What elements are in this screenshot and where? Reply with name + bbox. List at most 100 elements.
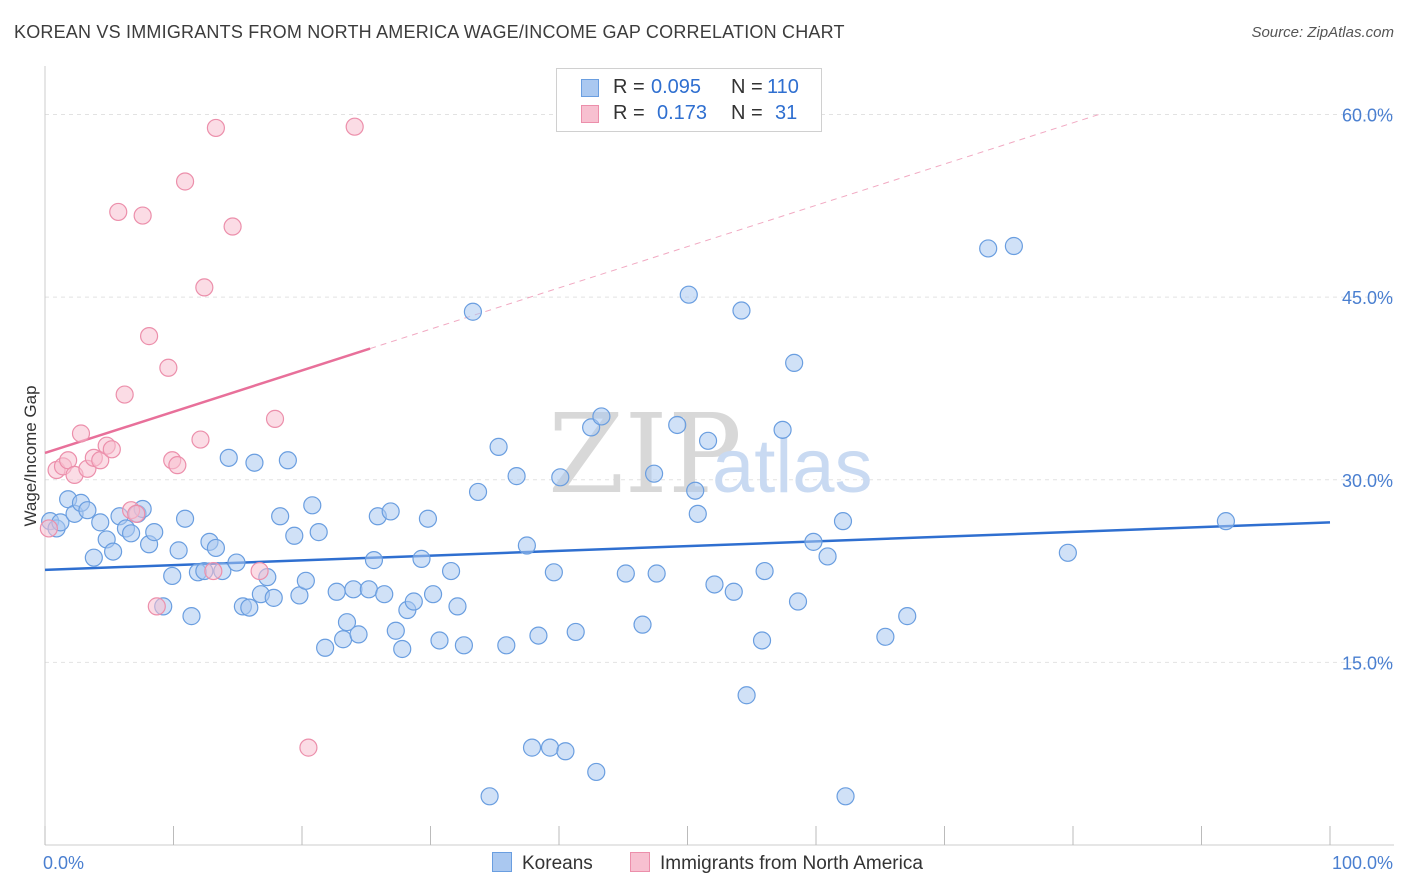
x-tick-label: 100.0% bbox=[1332, 853, 1393, 873]
bottom-koreans-swatch bbox=[492, 852, 512, 872]
immigrant-point bbox=[265, 409, 285, 428]
y-tick-label: 30.0% bbox=[1342, 471, 1393, 491]
koreans-r-label: R = bbox=[613, 76, 645, 98]
korean-point bbox=[556, 742, 575, 761]
immigrant-point bbox=[250, 561, 269, 581]
korean-point bbox=[285, 526, 304, 545]
koreans-n-value: 110 bbox=[767, 76, 799, 98]
korean-point bbox=[668, 415, 687, 435]
korean-point bbox=[724, 582, 743, 601]
korean-point bbox=[271, 507, 290, 526]
korean-point bbox=[737, 686, 756, 705]
korean-point bbox=[169, 541, 188, 560]
korean-point bbox=[393, 639, 412, 659]
bottom-legend-immigrants: Immigrants from North America bbox=[630, 852, 923, 878]
korean-point bbox=[587, 762, 606, 782]
immigrant-point bbox=[195, 278, 214, 297]
korean-point bbox=[91, 513, 110, 532]
korean-point bbox=[206, 538, 226, 558]
immigrant-point bbox=[206, 118, 226, 138]
immigrant-point bbox=[109, 202, 128, 222]
korean-point bbox=[1216, 512, 1236, 531]
korean-point bbox=[316, 638, 335, 657]
korean-point bbox=[679, 285, 698, 304]
korean-point bbox=[344, 580, 363, 599]
koreans-swatch bbox=[581, 79, 599, 97]
immigrants-r-value: 0.173 bbox=[657, 102, 708, 124]
bottom-immigrants-label: Immigrants from North America bbox=[660, 853, 923, 874]
korean-point bbox=[364, 551, 384, 570]
korean-point bbox=[296, 571, 315, 590]
korean-point bbox=[489, 437, 508, 456]
chart-title: KOREAN VS IMMIGRANTS FROM NORTH AMERICA … bbox=[14, 22, 845, 42]
immigrant-point bbox=[39, 519, 58, 538]
korean-point bbox=[468, 482, 488, 502]
korean-point bbox=[686, 481, 705, 500]
immigrant-point bbox=[191, 430, 210, 449]
korean-point bbox=[529, 626, 548, 645]
immigrants-n-value: 31 bbox=[775, 102, 798, 124]
korean-point bbox=[788, 592, 808, 611]
immigrant-point bbox=[345, 117, 364, 136]
korean-point bbox=[979, 239, 998, 258]
korean-point bbox=[497, 636, 516, 655]
korean-point bbox=[522, 738, 542, 757]
immigrant-point bbox=[127, 504, 146, 523]
immigrant-trend-line bbox=[44, 347, 371, 455]
korean-point bbox=[418, 509, 438, 528]
korean-point bbox=[836, 787, 855, 806]
korean-point bbox=[566, 622, 585, 642]
korean-point bbox=[688, 504, 707, 523]
korean-point bbox=[544, 563, 563, 582]
immigrant-point bbox=[102, 440, 121, 459]
immigrants-swatch bbox=[581, 105, 599, 123]
korean-point bbox=[463, 302, 483, 321]
korean-point bbox=[264, 588, 283, 607]
korean-point bbox=[507, 467, 526, 486]
korean-point bbox=[175, 509, 195, 528]
korean-point bbox=[84, 548, 103, 567]
koreans-n-label: N = bbox=[731, 76, 763, 98]
immigrant-point bbox=[159, 358, 178, 377]
immigrant-point bbox=[204, 561, 223, 581]
korean-point bbox=[303, 496, 322, 515]
korean-point bbox=[381, 502, 400, 521]
korean-point bbox=[386, 621, 405, 640]
korean-point bbox=[78, 501, 97, 520]
y-tick-label: 15.0% bbox=[1342, 653, 1393, 673]
korean-point bbox=[448, 597, 467, 616]
x-tick-label: 0.0% bbox=[43, 853, 84, 873]
korean-point bbox=[833, 512, 853, 531]
korean-point bbox=[278, 451, 297, 470]
correlation-legend: R = 0.095 N = 110 R = 0.173 N = 31 bbox=[556, 68, 822, 132]
immigrant-point bbox=[71, 424, 91, 443]
korean-point bbox=[240, 598, 259, 617]
korean-point bbox=[592, 407, 611, 426]
korean-point bbox=[785, 353, 804, 372]
korean-point bbox=[698, 431, 718, 450]
korean-point bbox=[732, 301, 751, 320]
korean-point bbox=[633, 615, 652, 634]
y-axis-label: Wage/Income Gap bbox=[21, 385, 40, 526]
korean-point bbox=[647, 564, 666, 583]
korean-trend-line bbox=[44, 521, 1331, 572]
korean-point bbox=[1004, 236, 1023, 256]
trend-lines bbox=[44, 114, 1331, 572]
korean-point bbox=[375, 585, 394, 604]
watermark: ZIP atlas bbox=[548, 390, 873, 518]
tick-labels: 15.0% 30.0% 45.0% 60.0% 0.0% 100.0% bbox=[43, 106, 1393, 873]
korean-point bbox=[145, 523, 164, 542]
korean-point bbox=[616, 564, 635, 583]
immigrant-point bbox=[175, 172, 195, 191]
korean-point bbox=[309, 523, 328, 542]
korean-point bbox=[454, 636, 474, 655]
korean-point bbox=[818, 547, 837, 566]
bottom-immigrants-swatch bbox=[630, 852, 650, 872]
korean-point bbox=[551, 468, 570, 487]
korean-point bbox=[404, 592, 423, 611]
korean-point bbox=[423, 585, 443, 604]
korean-point bbox=[121, 524, 141, 543]
immigrant-point bbox=[168, 456, 187, 475]
korean-point bbox=[412, 549, 431, 568]
